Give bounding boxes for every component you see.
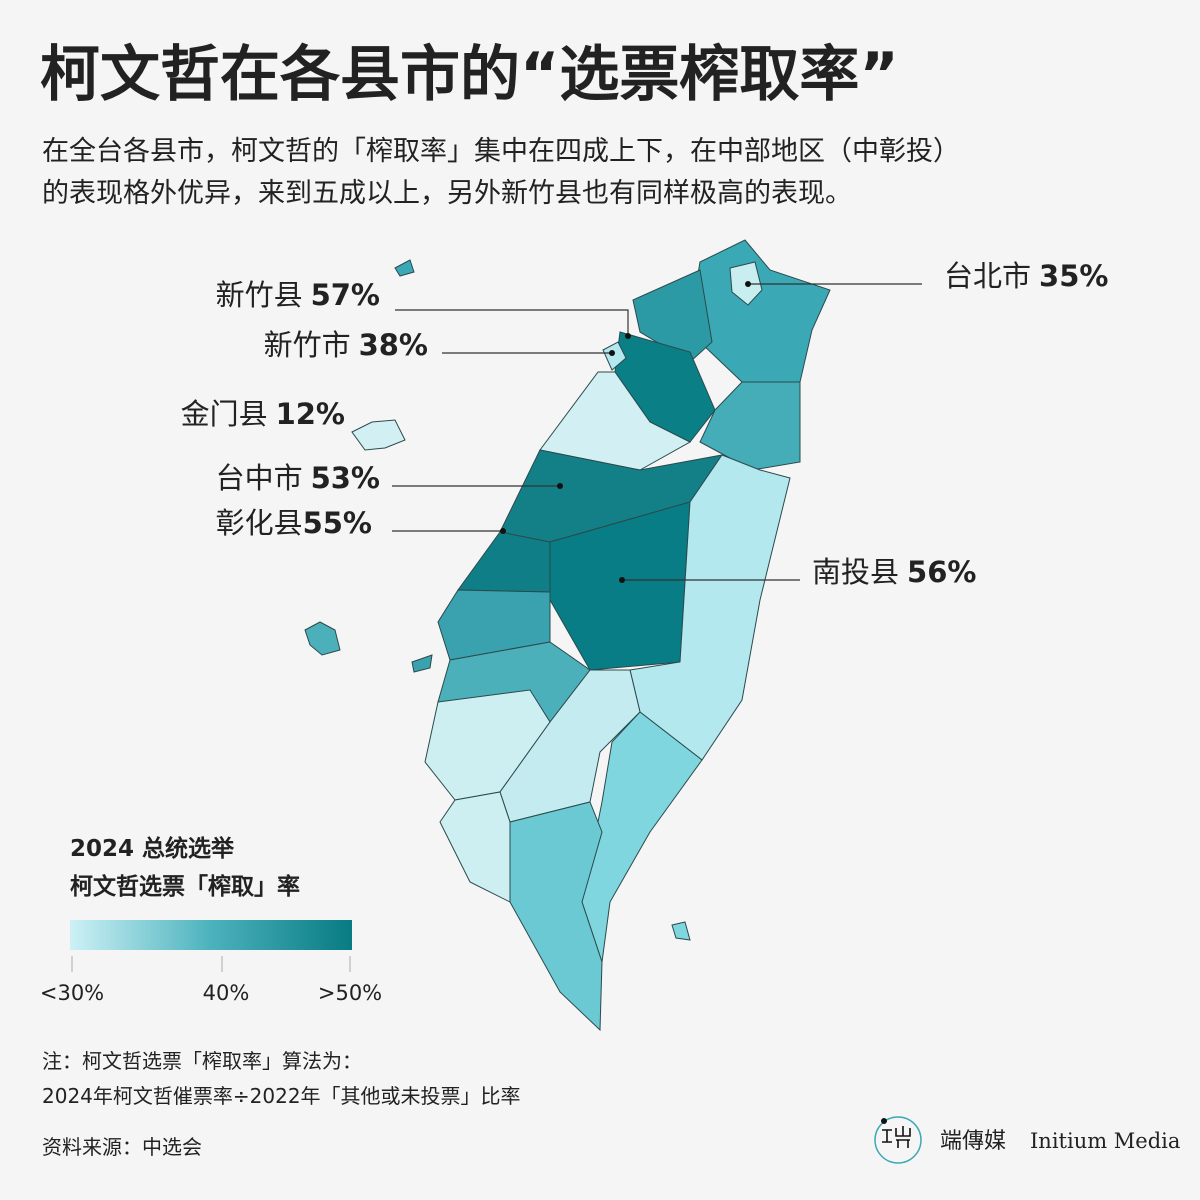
callout: 台中市 53% [216, 461, 380, 495]
callout: 南投县 56% [812, 555, 976, 589]
callout-value: 55% [303, 506, 372, 540]
island [351, 419, 406, 451]
callouts: 新竹县 57%新竹市 38%金门县 12%台中市 53%彰化县55%台北市 35%南投县 5… [181, 259, 1109, 589]
region [439, 791, 511, 903]
callout-name: 彰化县 [216, 506, 303, 540]
callout-value: 12% [276, 397, 345, 431]
leader-line [395, 309, 629, 336]
dot [745, 281, 751, 287]
island [671, 921, 691, 941]
callout: 彰化县55% [216, 506, 372, 540]
logo [881, 1118, 887, 1124]
brand-en: Initium Media [1030, 1129, 1180, 1153]
dot [619, 577, 625, 583]
callout-name: 金门县 [181, 397, 268, 431]
map [304, 239, 831, 1032]
island [394, 259, 415, 277]
callout: 台北市 35% [944, 259, 1108, 293]
leaders [392, 281, 922, 583]
callout-name: 南投县 [812, 555, 899, 589]
legend-label: 40% [203, 981, 250, 1005]
dot [609, 350, 615, 356]
region [509, 801, 603, 1032]
note: 2024年柯文哲催票率÷2022年「其他或未投票」比率 [42, 1084, 521, 1108]
legend-label: >50% [318, 981, 382, 1005]
callout-value: 53% [311, 461, 380, 495]
callout: 新竹县 57% [216, 278, 380, 312]
legend-label: <30% [40, 981, 104, 1005]
logo [874, 1116, 922, 1164]
title: 柯文哲在各县市的“选票榨取率” [40, 40, 899, 110]
callout-name: 新竹市 [264, 328, 351, 362]
subtitle: 的表现格外优异，来到五成以上，另外新竹县也有同样极高的表现。 [42, 178, 852, 209]
source: 资料来源：中选会 [42, 1135, 202, 1159]
dot [625, 333, 631, 339]
legend-title: 柯文哲选票「榨取」率 [70, 873, 300, 900]
region [549, 501, 691, 671]
callout-value: 56% [907, 555, 976, 589]
callout: 新竹市 38% [264, 328, 428, 362]
dot [500, 528, 506, 534]
island [304, 621, 341, 656]
callout-name: 台中市 [216, 461, 303, 495]
callout-name: 台北市 [944, 259, 1031, 293]
logo [882, 1126, 911, 1148]
callout: 金门县 12% [181, 397, 345, 431]
note: 注：柯文哲选票「榨取率」算法为： [42, 1049, 362, 1073]
region [602, 341, 627, 371]
legend-title: 2024 总统选举 [70, 835, 235, 862]
region [632, 269, 713, 363]
island [411, 654, 433, 673]
subtitle: 在全台各县市，柯文哲的「榨取率」集中在四成上下，在中部地区（中彰投） [42, 136, 960, 167]
callout-value: 38% [359, 328, 428, 362]
callout-name: 新竹县 [216, 278, 303, 312]
callout-value: 35% [1039, 259, 1108, 293]
callout-value: 57% [311, 278, 380, 312]
dot [557, 483, 563, 489]
brand-cn: 端傳媒 [940, 1129, 1006, 1154]
legend-scale [70, 920, 352, 950]
